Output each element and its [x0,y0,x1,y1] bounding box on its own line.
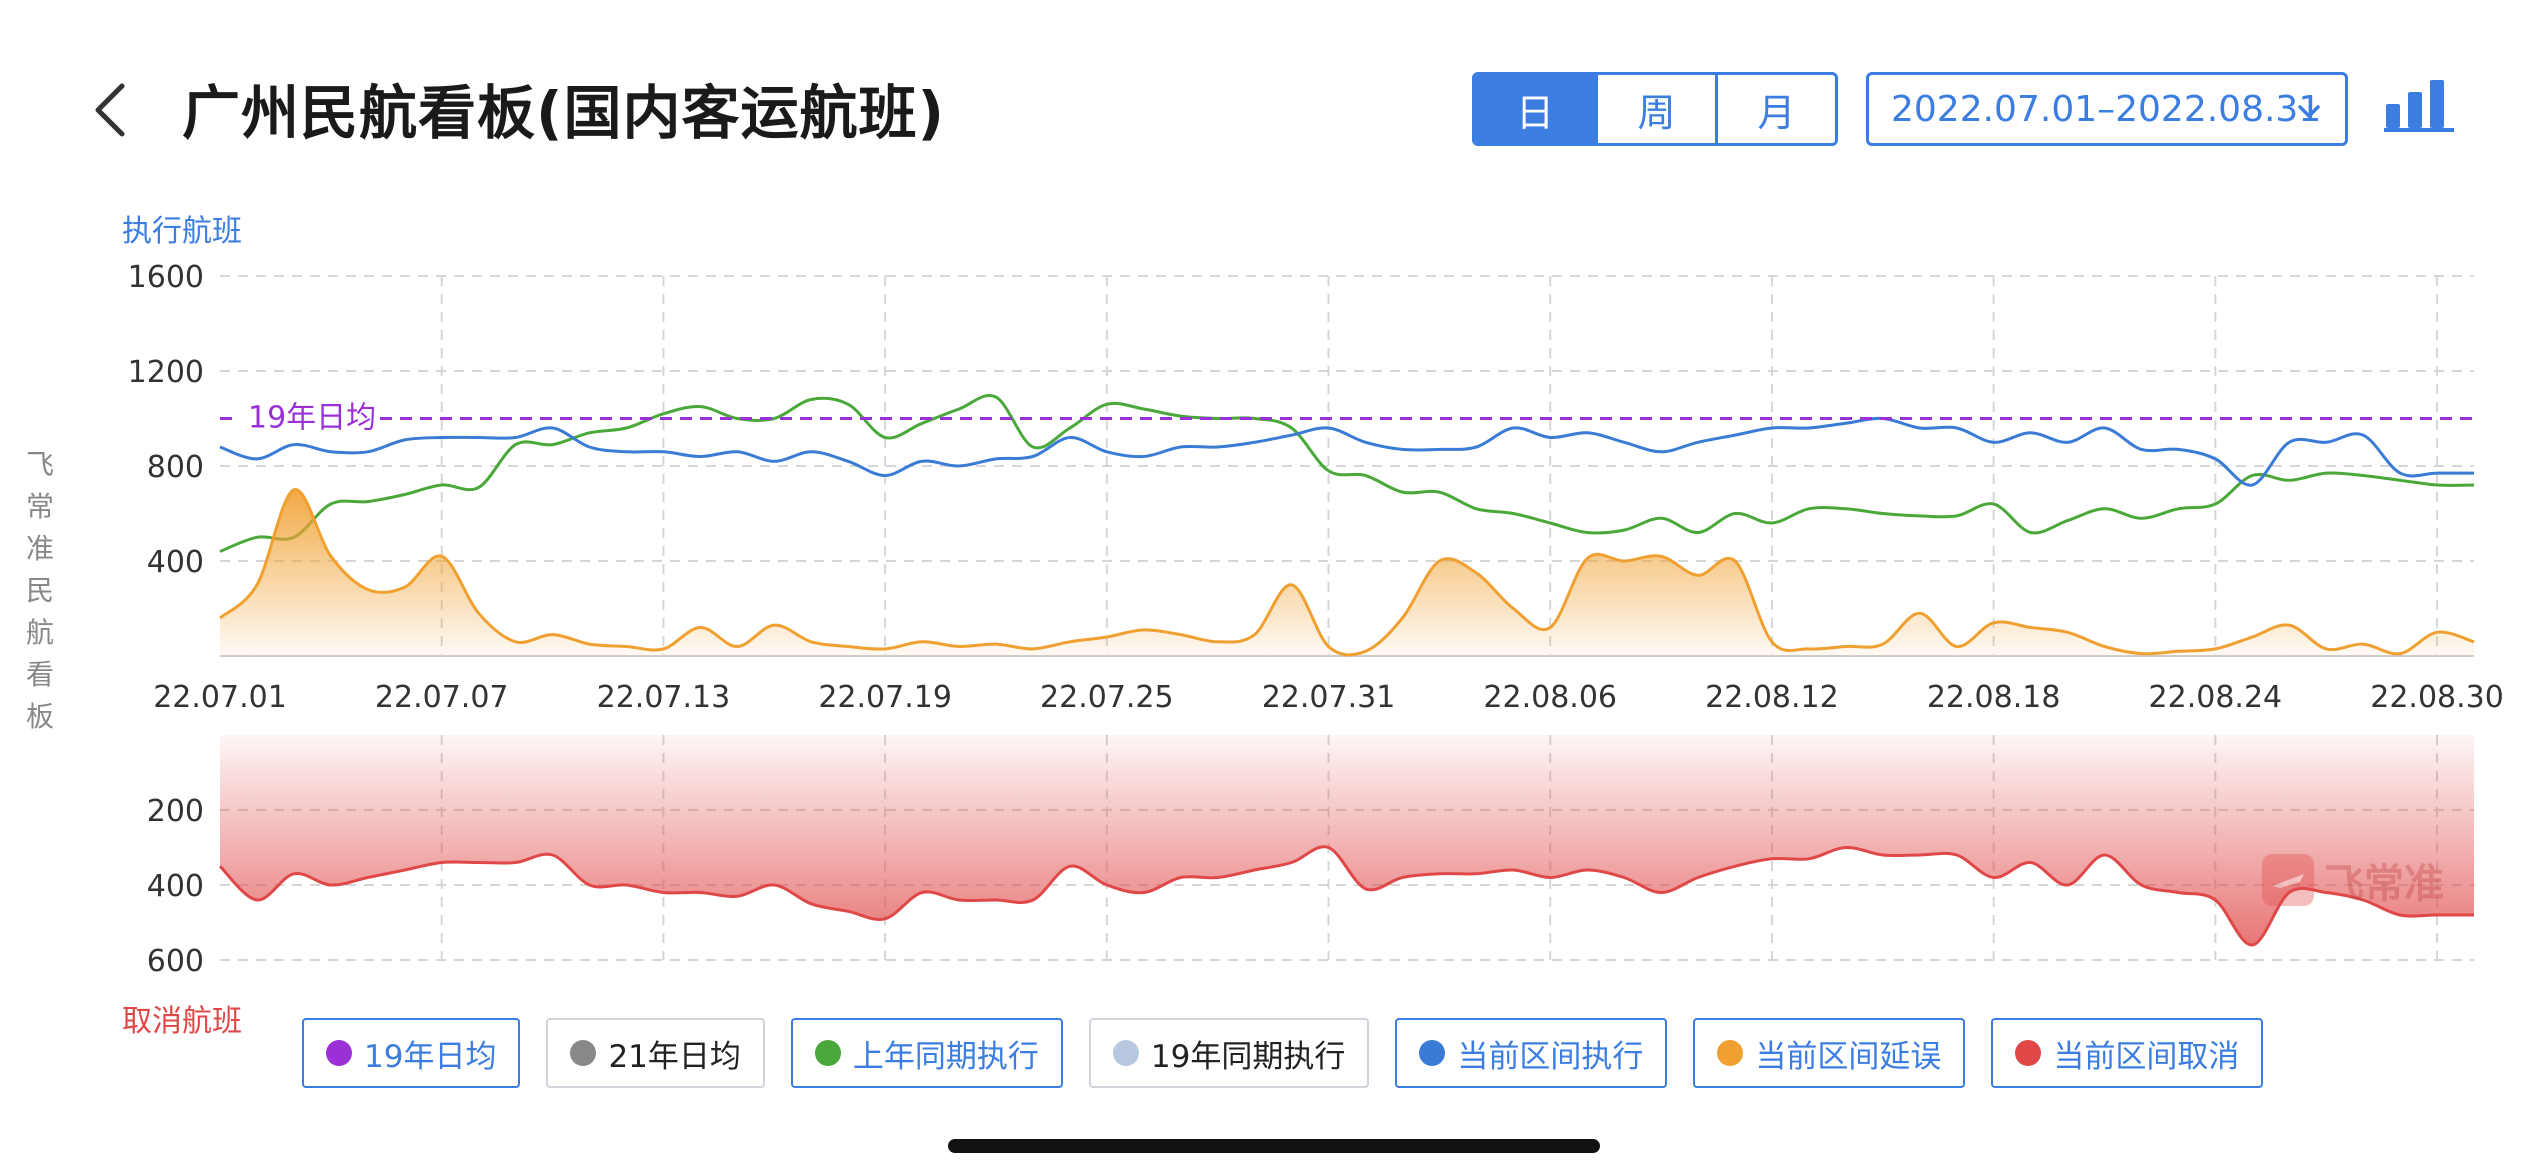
x-tick-label: 22.07.07 [375,680,509,715]
legend-label: 21年日均 [608,1038,741,1075]
top-y-tick-1600: 1600 [128,260,204,295]
x-tick-label: 22.08.06 [1483,680,1617,715]
chart-icon-underline [2384,128,2454,132]
series-line-1 [219,416,2474,487]
header: 广州民航看板(国内客运航班) 日 周 月 2022.07.01–2022.08.… [0,0,2532,200]
x-tick-label: 22.08.30 [2370,680,2504,715]
x-tick-label: 22.08.18 [1927,680,2061,715]
legend-item-3[interactable]: 19年同期执行 [1088,1018,1370,1088]
period-toggle: 日 周 月 [1472,72,1838,146]
tab-month[interactable]: 月 [1715,75,1835,143]
legend-dot-icon [814,1040,841,1066]
x-tick-label: 22.07.19 [818,680,952,715]
series-line-3 [218,845,2474,947]
x-tick-label: 22.08.12 [1705,680,1839,715]
x-tick-label: 22.07.13 [597,680,731,715]
x-tick-label: 22.07.25 [1040,680,1174,715]
tab-day[interactable]: 日 [1475,75,1595,143]
date-range-text: 2022.07.01–2022.08.31 [1891,88,2322,130]
x-tick-label: 22.07.31 [1262,680,1396,715]
watermark: 飞常准 [2260,850,2460,910]
legend-dot-icon [1419,1040,1446,1066]
legend-dot-icon [326,1040,352,1066]
series-line-2 [219,488,2475,657]
reference-label-bg [240,396,372,433]
bottom-y-tick-600: 600 [147,944,204,979]
legend-dot-icon [2015,1040,2042,1066]
side-watermark-label: 飞常准民航看板 [25,448,54,733]
legend-item-2[interactable]: 上年同期执行 [790,1018,1063,1088]
legend-item-4[interactable]: 当前区间执行 [1395,1018,1668,1088]
home-indicator [948,1139,1600,1153]
back-button[interactable] [80,70,140,150]
top-y-axis-title: 执行航班 [122,214,242,249]
top-y-tick-400: 400 [147,545,204,580]
cancel-area [220,735,2474,946]
page-title: 广州民航看板(国内客运航班) [182,79,946,147]
legend-label: 19年同期执行 [1150,1038,1346,1075]
legend-label: 上年同期执行 [852,1038,1039,1075]
top-y-tick-1200: 1200 [128,355,204,390]
flights-chart: 400 800 1200 1600 22.07.01 22.07.07 22.07.13 22… [128,260,2504,979]
tab-week[interactable]: 周 [1595,75,1715,143]
legend-label: 19年日均 [364,1038,497,1075]
chevron-down-icon [2298,105,2320,118]
x-tick-label: 22.07.01 [153,680,287,715]
back-chevron-icon [95,83,125,137]
date-range-selector[interactable]: 2022.07.01–2022.08.31 [1866,72,2348,146]
bottom-y-tick-400: 400 [147,869,204,904]
delay-area [220,489,2474,656]
airplane-logo-icon [2262,854,2314,906]
reference-line-label: 19年日均 [248,401,376,436]
top-y-tick-800: 800 [147,450,204,485]
legend-item-6[interactable]: 当前区间取消 [1991,1018,2264,1088]
legend-item-0[interactable]: 19年日均 [302,1018,521,1088]
bar-chart-icon[interactable] [2382,74,2458,138]
watermark-text: 飞常准 [2324,861,2444,907]
legend-label: 当前区间执行 [1457,1038,1644,1075]
series-line-0 [219,394,2475,553]
legend-dot-icon [570,1040,597,1066]
legend-label: 当前区间延误 [1755,1038,1942,1075]
legend-item-5[interactable]: 当前区间延误 [1693,1018,1966,1088]
legend-dot-icon [1112,1040,1139,1066]
bottom-y-axis-title: 取消航班 [122,1004,242,1039]
x-tick-label: 22.08.24 [2149,680,2283,715]
legend-item-1[interactable]: 21年日均 [546,1018,765,1088]
legend-dot-icon [1717,1040,1744,1066]
bottom-y-tick-200: 200 [147,794,204,829]
legend-label: 当前区间取消 [2053,1038,2240,1075]
legend: 19年日均 21年日均 上年同期执行 19年同期执行 当前区间执行 当前区间延误 当前区间取… [302,1018,2264,1088]
